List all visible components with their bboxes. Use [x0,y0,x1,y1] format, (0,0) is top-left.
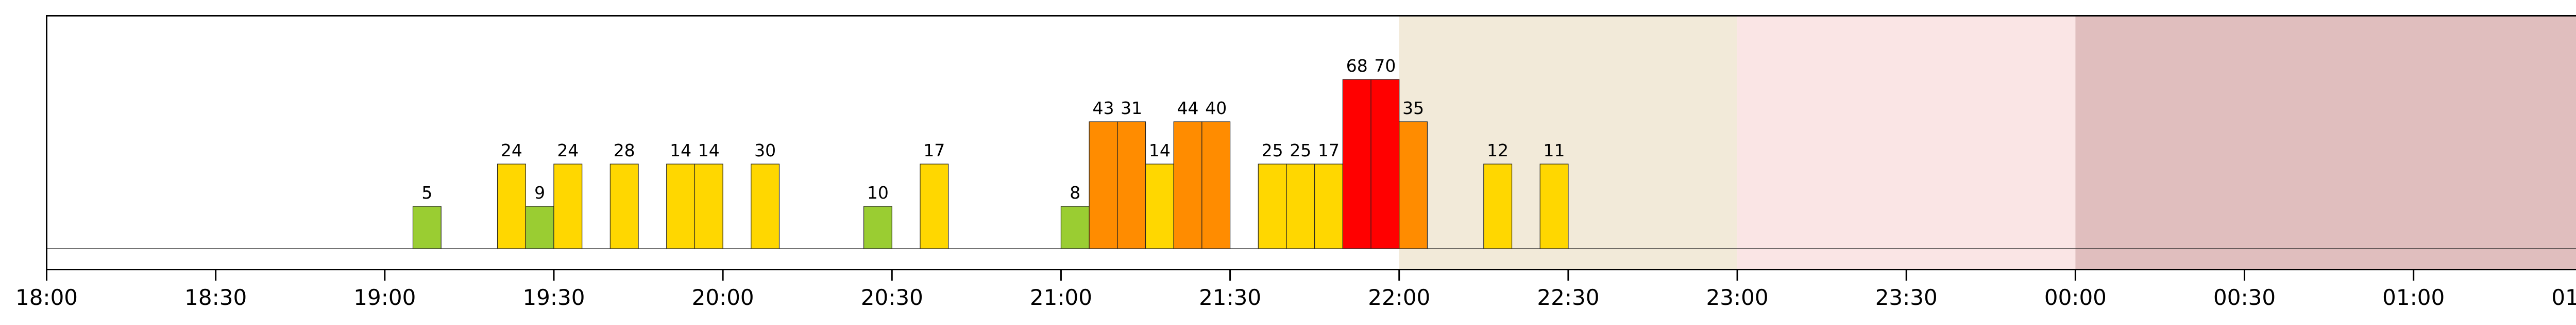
bar [920,164,949,249]
x-tick-label: 18:30 [184,285,247,310]
bar-value-label: 10 [867,183,889,203]
bar-value-label: 14 [1149,140,1171,160]
bar-value-label: 43 [1092,98,1114,118]
bar [1286,164,1315,249]
shaded-region-1 [1737,15,2076,270]
bars [412,79,1569,249]
bar [1117,121,1146,249]
bar-value-label: 25 [1290,140,1311,160]
bar [412,206,442,249]
bar [1173,121,1202,249]
x-tick-label: 20:30 [861,285,923,310]
bar [1399,121,1428,249]
bar-value-label: 9 [534,183,545,203]
bar-value-label: 35 [1402,98,1424,118]
bar-value-label: 12 [1487,140,1509,160]
bar-value-label: 24 [557,140,579,160]
x-tick-label: 00:30 [2213,285,2276,310]
shaded-regions [1399,15,2576,270]
x-tick-label: 18:00 [15,285,78,310]
bar-value-label: 70 [1374,56,1396,76]
shaded-region-2 [2075,15,2576,270]
x-tick-label: 19:00 [353,285,416,310]
bar [694,164,723,249]
bar-value-label: 30 [754,140,776,160]
x-tick-label: 22:00 [1368,285,1430,310]
bar [1258,164,1287,249]
bar-value-label: 25 [1262,140,1283,160]
bar [751,164,780,249]
bar [1089,121,1118,249]
x-tick-label: 23:00 [1706,285,1769,310]
bar-value-labels: 5 24 9 24 28 14 14 30 10 17 8 43 31 14 44 40 25 25 17 68 70 3… [421,56,1565,203]
bar [1342,79,1371,249]
bar [1483,164,1513,249]
bar [497,164,526,249]
x-tick-label: 22:30 [1537,285,1599,310]
bar [1539,164,1569,249]
bar-value-label: 14 [670,140,691,160]
x-tick-label: 01:30 [2551,285,2576,310]
bar-value-label: 17 [1318,140,1340,160]
bar [863,206,892,249]
x-axis-tick-labels: 18:00 18:30 19:00 19:30 20:00 20:30 21:00 21:30… [15,285,2576,310]
x-tick-label: 23:30 [1875,285,1938,310]
bar [609,164,639,249]
x-tick-label: 21:00 [1030,285,1092,310]
x-tick-label: 00:00 [2044,285,2107,310]
bar [1314,164,1343,249]
x-axis-ticks [46,269,2415,281]
x-tick-label: 01:00 [2382,285,2445,310]
bar-value-label: 40 [1205,98,1227,118]
bar [1370,79,1400,249]
bar [525,206,554,249]
bar [1201,121,1231,249]
bar-value-label: 8 [1070,183,1080,203]
bar [666,164,696,249]
bar-value-label: 44 [1177,98,1199,118]
bar-value-label: 31 [1121,98,1142,118]
bar [553,164,583,249]
bar [1145,164,1174,249]
bar-value-label: 28 [614,140,635,160]
bar-value-label: 5 [421,183,432,203]
bar-value-label: 17 [923,140,945,160]
bar-value-label: 24 [501,140,522,160]
bar-value-label: 14 [698,140,720,160]
bar-value-label: 68 [1346,56,1368,76]
bar-value-label: 11 [1544,140,1565,160]
x-tick-label: 21:30 [1199,285,1261,310]
bar [1060,206,1090,249]
x-tick-label: 19:30 [522,285,585,310]
x-tick-label: 20:00 [692,285,754,310]
